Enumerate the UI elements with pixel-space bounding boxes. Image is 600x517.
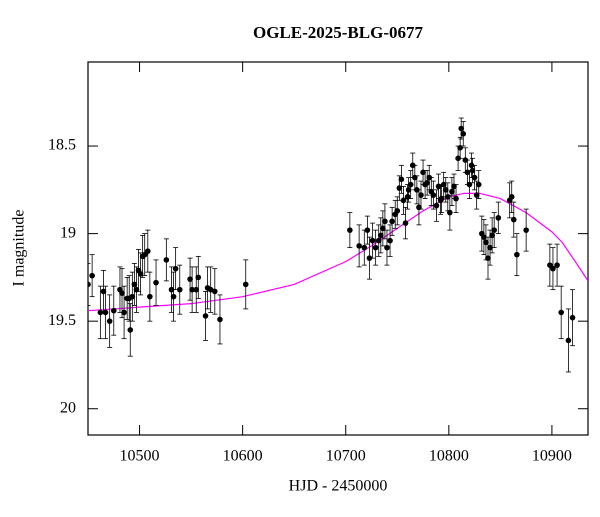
data-point (187, 276, 193, 282)
data-point (127, 327, 134, 333)
data-point (469, 167, 476, 174)
data-point (356, 243, 362, 249)
data-point (163, 257, 170, 263)
x-tick-label: 10900 (532, 448, 572, 465)
data-point (121, 309, 127, 316)
data-point (407, 181, 414, 188)
error-bar (88, 262, 91, 306)
data-point (458, 125, 464, 132)
data-point (400, 197, 407, 204)
data-point (189, 286, 195, 293)
x-tick-label: 10600 (223, 448, 263, 465)
data-point (510, 216, 517, 223)
data-point (424, 180, 430, 186)
data-point (558, 309, 564, 316)
data-point (347, 227, 353, 233)
data-point (565, 337, 572, 344)
data-point (440, 181, 447, 188)
y-axis-label: I magnitude (11, 210, 28, 287)
data-point (405, 187, 412, 193)
data-point (382, 218, 388, 225)
data-point (430, 192, 437, 198)
y-tick-label: 19.5 (48, 312, 76, 329)
y-tick-label: 18.5 (48, 137, 76, 154)
plot-frame (87, 61, 589, 436)
data-point (97, 309, 104, 316)
data-point (550, 265, 556, 272)
data-point (137, 271, 144, 277)
data-point (380, 225, 386, 232)
data-point (129, 293, 136, 300)
data-point (110, 307, 117, 314)
data-point (168, 286, 175, 293)
data-point (202, 313, 209, 319)
data-point (131, 281, 138, 288)
plot-area (88, 117, 588, 373)
data-point (447, 209, 453, 216)
data-point (460, 130, 467, 137)
data-point (475, 181, 482, 188)
data-point (193, 286, 200, 293)
data-point (172, 265, 179, 272)
data-point (508, 194, 515, 200)
data-point (153, 279, 159, 286)
data-point (442, 187, 449, 193)
data-point (212, 288, 218, 295)
data-point (433, 202, 440, 209)
data-point (217, 316, 223, 323)
data-point (170, 293, 177, 300)
data-point (88, 281, 91, 288)
data-point (402, 220, 409, 226)
data-point (487, 244, 493, 251)
data-point (384, 244, 390, 251)
data-point (195, 274, 202, 281)
data-point (514, 251, 520, 258)
data-point (366, 255, 373, 261)
data-point (361, 244, 368, 251)
x-tick-label: 10500 (120, 448, 160, 465)
data-point (523, 227, 529, 233)
data-point (106, 318, 113, 324)
data-point (372, 244, 379, 251)
x-tick-label: 10700 (326, 448, 366, 465)
data-point (554, 262, 560, 268)
data-point (89, 272, 95, 279)
data-point (102, 309, 109, 316)
data-point (418, 192, 424, 198)
data-point (144, 248, 151, 254)
data-point (364, 227, 371, 233)
data-point (396, 185, 403, 191)
data-point (481, 234, 487, 240)
data-point (147, 293, 153, 300)
data-point (375, 237, 382, 244)
data-point (398, 176, 405, 183)
data-point (176, 286, 183, 293)
data-point (485, 255, 491, 261)
data-point (394, 208, 401, 214)
y-tick-label: 20 (60, 399, 76, 416)
data-point (483, 239, 489, 246)
data-point (119, 290, 125, 296)
data-point (453, 195, 459, 202)
data-point (489, 232, 495, 239)
data-point (387, 237, 393, 244)
data-point (100, 288, 107, 295)
y-tick-label: 19 (60, 224, 76, 241)
model-curve (88, 192, 588, 312)
data-point (495, 215, 502, 221)
data-point (377, 232, 384, 239)
data-point (569, 314, 576, 321)
chart-title: OGLE-2025-BLG-0677 (253, 23, 424, 42)
x-tick-label: 10800 (429, 448, 469, 465)
data-point (242, 281, 249, 288)
x-axis-label: HJD - 2450000 (289, 478, 388, 495)
data-point (473, 192, 480, 198)
data-point (369, 237, 376, 244)
data-point (471, 174, 478, 181)
data-point (389, 218, 395, 225)
data-point (449, 188, 455, 195)
data-point (491, 227, 497, 233)
